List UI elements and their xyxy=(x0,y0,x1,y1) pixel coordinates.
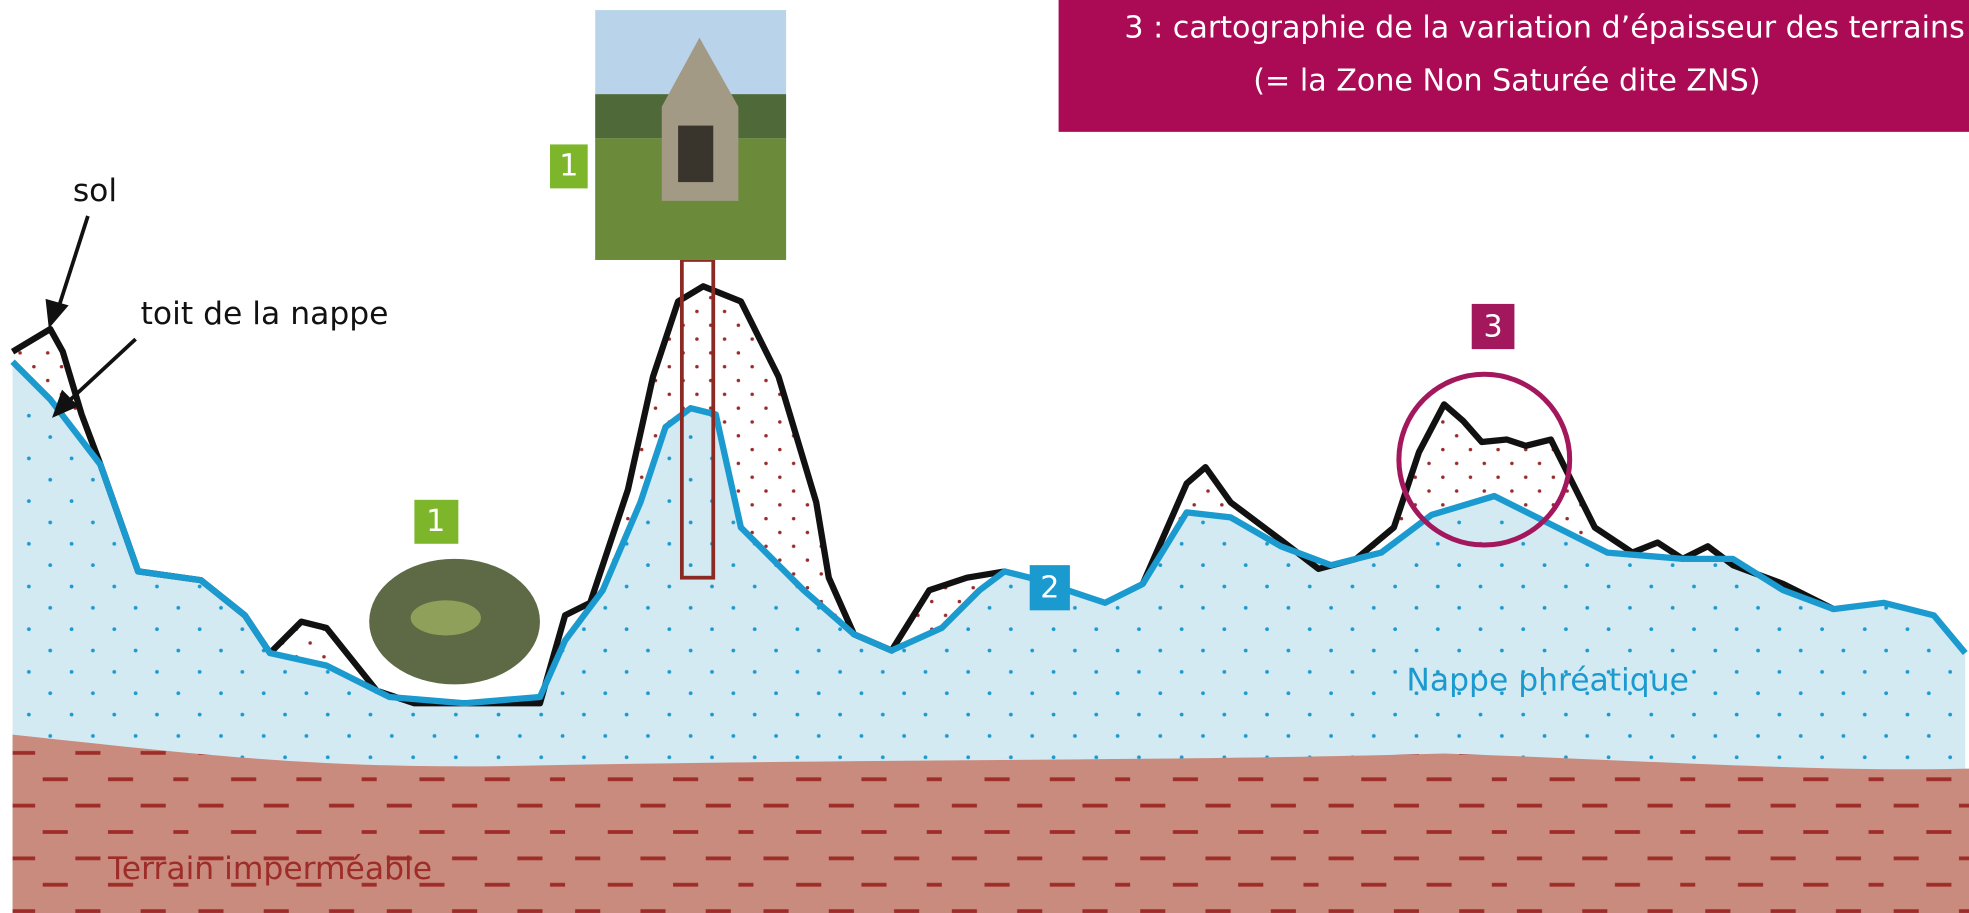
well-photo xyxy=(595,10,786,260)
title-line: 3 : cartographie de la variation d’épais… xyxy=(1124,11,1964,46)
diagram: 1 1 2 3 sol toit de la nappe Nappe phréa… xyxy=(0,0,1969,913)
marker: 1 xyxy=(426,504,445,539)
label-sol: sol xyxy=(73,173,117,209)
title-line: (= la Zone Non Saturée dite ZNS) xyxy=(1253,63,1760,98)
page: {"title": {"lines": ["3 : cartographie d… xyxy=(0,0,1969,913)
label-nappe: Nappe phréatique xyxy=(1406,663,1688,699)
marker: 2 xyxy=(1040,570,1059,605)
label-toit: toit de la nappe xyxy=(141,296,389,332)
label-terrain: Terrain imperméable xyxy=(107,851,432,887)
frog-photo xyxy=(369,559,540,685)
marker: 3 xyxy=(1483,309,1502,344)
marker: 1 xyxy=(559,149,578,184)
